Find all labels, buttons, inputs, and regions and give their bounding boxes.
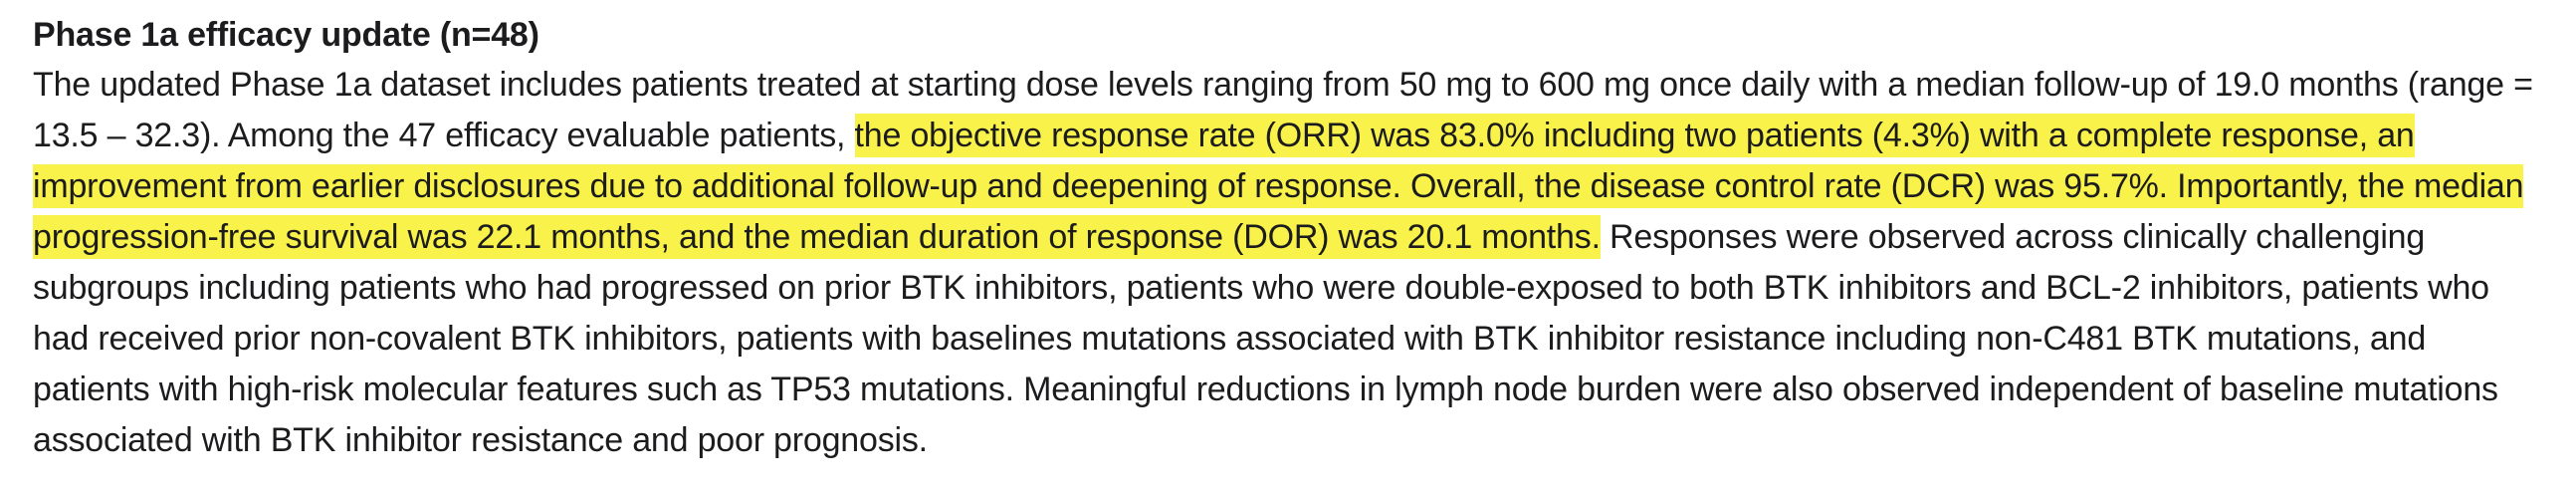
paragraph-text-before-highlight: The updated Phase 1a dataset includes pa… — [33, 66, 2533, 154]
paragraph: The updated Phase 1a dataset includes pa… — [33, 60, 2542, 466]
paragraph-text-after-highlight: Responses were observed across clinicall… — [33, 218, 2498, 459]
section-heading: Phase 1a efficacy update (n=48) — [33, 16, 539, 54]
